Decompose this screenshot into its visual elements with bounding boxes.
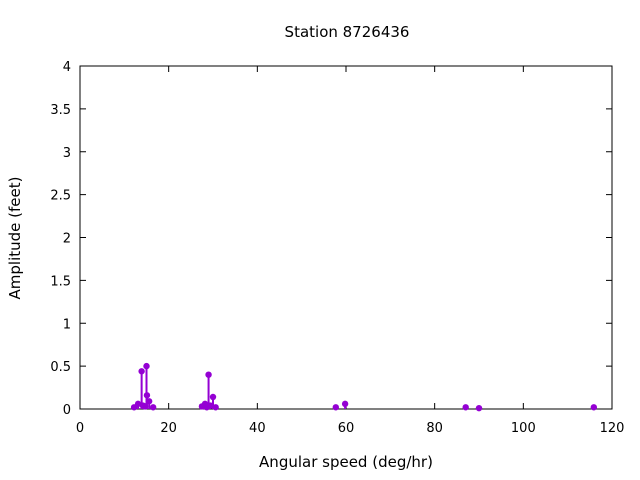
y-tick-label: 1 — [63, 317, 71, 332]
plot-frame — [79, 65, 613, 410]
data-point — [590, 404, 598, 411]
y-axis-label: Amplitude (feet) — [6, 177, 24, 300]
data-point — [143, 362, 150, 370]
x-axis-label: Angular speed (deg/hr) — [259, 453, 433, 471]
data-point — [207, 402, 214, 409]
data-point — [138, 368, 145, 375]
data-point — [212, 404, 219, 411]
x-tick-label: 120 — [600, 421, 625, 436]
data-point — [149, 404, 157, 411]
y-tick-label: 0.5 — [50, 360, 71, 375]
data-series — [130, 362, 598, 412]
x-tick-label: 0 — [76, 421, 84, 436]
y-tick-label: 0 — [63, 403, 71, 418]
data-point — [205, 371, 212, 378]
data-point — [209, 393, 217, 401]
data-point — [332, 404, 340, 411]
y-tick-label: 2.5 — [50, 189, 71, 204]
x-tick-label: 20 — [160, 421, 177, 436]
data-point — [134, 400, 142, 408]
axis-ticks: 0 20 40 60 80 100 120 0 0.5 1 1.5 2 2.5 3 3.5 4 — [50, 60, 624, 436]
y-tick-label: 2 — [63, 232, 71, 247]
data-point — [475, 404, 483, 412]
y-tick-label: 3.5 — [50, 103, 71, 118]
y-tick-label: 1.5 — [50, 274, 71, 289]
data-point — [145, 398, 153, 405]
y-tick-label: 3 — [63, 146, 71, 161]
data-point — [341, 400, 349, 408]
data-point — [143, 392, 151, 399]
frame-border — [79, 65, 613, 410]
y-tick-label: 4 — [63, 60, 71, 75]
x-tick-label: 100 — [511, 421, 536, 436]
chart-title: Station 8726436 — [285, 23, 410, 41]
x-tick-label: 80 — [426, 421, 443, 436]
data-point — [462, 404, 469, 411]
x-tick-label: 60 — [338, 421, 355, 436]
x-tick-label: 40 — [249, 421, 266, 436]
